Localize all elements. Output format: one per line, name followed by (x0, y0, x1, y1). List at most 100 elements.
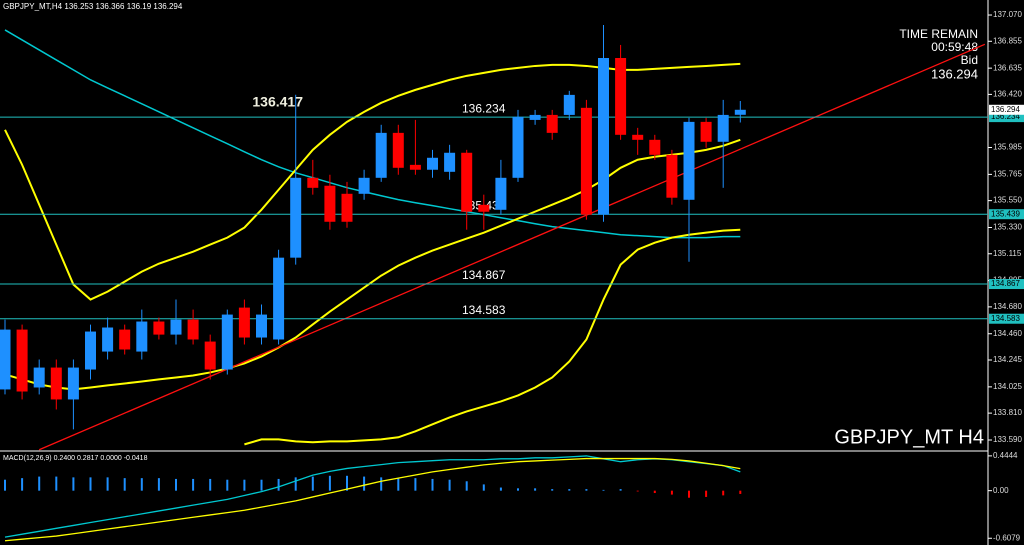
histogram-bar (465, 481, 468, 491)
histogram-bar (670, 490, 673, 495)
candle-body (512, 116, 524, 178)
candle-body (187, 319, 199, 340)
candle-body (358, 177, 370, 194)
y-tick-label: -0.6079 (993, 533, 1021, 542)
candle-body (615, 58, 627, 135)
histogram-bar (705, 490, 708, 497)
histogram-bar (72, 477, 75, 491)
histogram-bar (431, 478, 434, 491)
time-remain-label: TIME REMAIN (899, 27, 978, 41)
level-axis-label: 134.867 (991, 279, 1020, 288)
y-tick-label: 135.765 (993, 169, 1022, 178)
candle-body (444, 152, 456, 172)
candle-body (85, 331, 96, 370)
indicator-line (4, 455, 741, 538)
candle-body (598, 58, 609, 215)
candle-body (67, 367, 79, 400)
y-tick-label: 0.00 (993, 486, 1009, 495)
candle-body (307, 177, 319, 188)
candle-body (341, 193, 353, 222)
level-axis-box (989, 313, 1024, 324)
histogram-bar (517, 488, 519, 491)
candle-body (495, 177, 507, 210)
header: GBPJPY_MT,H4 136.253 136.366 136.19 136.… (3, 2, 183, 11)
macd-legend-value: -0.0418 (124, 455, 148, 462)
candle-body (119, 329, 131, 350)
candle-body (546, 114, 558, 133)
histogram-bar (534, 488, 537, 491)
y-tick-label: 134.680 (993, 302, 1022, 311)
candle-body (632, 134, 644, 140)
bid-value: 136.294 (931, 66, 978, 81)
histogram-bar (551, 489, 554, 491)
histogram-bar (499, 487, 502, 491)
candle-body (256, 314, 267, 338)
y-tick-label: 137.070 (993, 10, 1022, 19)
y-tick-label: 135.985 (993, 143, 1022, 152)
low-value: 136.19 (127, 2, 152, 11)
histogram-bar (55, 476, 58, 491)
histogram-bar (619, 489, 622, 491)
histogram-bar (140, 478, 143, 491)
histogram-bar (4, 479, 6, 491)
candle-body (392, 132, 404, 168)
histogram-bar (192, 478, 195, 491)
candle-body (290, 177, 302, 258)
indicator-line (244, 228, 741, 446)
time-remain: 00:59:48 (931, 40, 978, 54)
y-tick-label: 133.810 (993, 408, 1022, 417)
macd-legend: MACD(12,26,9) 0.2400 0.2817 0.0000 -0.04… (3, 455, 148, 462)
candle-body (324, 185, 336, 222)
candle-body (273, 257, 285, 340)
candle-body (136, 321, 148, 352)
macd-legend-value: 0.0000 (100, 455, 122, 462)
candle-body (563, 94, 575, 115)
histogram-bar (380, 477, 383, 491)
histogram-bar (260, 479, 263, 491)
histogram-bar (739, 490, 742, 494)
y-tick-label: 136.855 (993, 36, 1022, 45)
level-axis-label: 136.234 (991, 112, 1020, 121)
histogram-bar (397, 478, 400, 491)
y-tick-label: 135.550 (993, 196, 1022, 205)
y-tick-label: 136.420 (993, 90, 1022, 99)
histogram-bar (585, 489, 588, 491)
candle-body (529, 114, 541, 120)
macd-legend-value: 0.2817 (77, 455, 99, 462)
y-tick-label: 134.245 (993, 355, 1022, 364)
candle-body (170, 319, 182, 335)
histogram-bar (277, 478, 280, 491)
histogram-bar (414, 478, 417, 491)
y-tick-label: 134.025 (993, 382, 1022, 391)
level-label: 134.867 (462, 268, 506, 282)
macd-label: MACD(12,26,9) (3, 455, 52, 462)
histogram-bar (38, 476, 41, 491)
y-tick-label: 0.4444 (993, 451, 1018, 460)
candle-body (102, 327, 114, 352)
y-tick-label: 135.330 (993, 223, 1022, 232)
level-axis-box (989, 209, 1024, 220)
indicator-line (4, 457, 741, 542)
histogram-bar (294, 477, 297, 491)
y-tick-label: 136.635 (993, 63, 1022, 72)
candle-body (649, 139, 661, 155)
histogram-bar (243, 479, 246, 491)
candle-body (50, 367, 62, 400)
histogram-bar (448, 479, 451, 491)
candle-body (0, 329, 11, 390)
candle-body (666, 154, 678, 198)
histogram-bar (106, 477, 109, 491)
high-label: 136.417 (252, 93, 303, 109)
level-axis-box (989, 112, 1024, 123)
y-tick-label: 133.590 (993, 435, 1022, 444)
candle-body (717, 114, 729, 142)
histogram-bar (568, 489, 571, 491)
candle-body (33, 367, 45, 388)
level-axis-label: 135.439 (991, 209, 1020, 218)
histogram-bar (209, 478, 212, 491)
histogram-bar (226, 479, 229, 491)
candle-body (238, 307, 250, 338)
candle-body (16, 329, 28, 392)
